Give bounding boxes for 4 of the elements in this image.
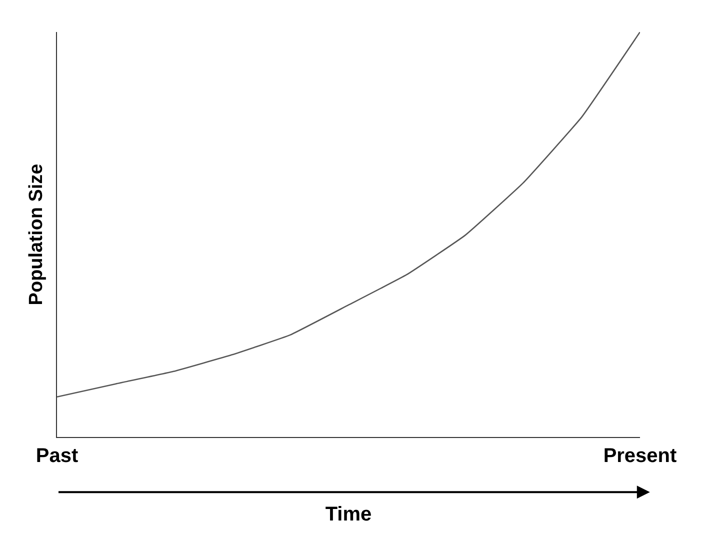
y-axis-title: Population Size [26, 164, 47, 306]
x-tick-label: Past [36, 445, 78, 467]
x-tick-label: Present [603, 445, 678, 467]
x-axis-title: Time [325, 504, 372, 526]
